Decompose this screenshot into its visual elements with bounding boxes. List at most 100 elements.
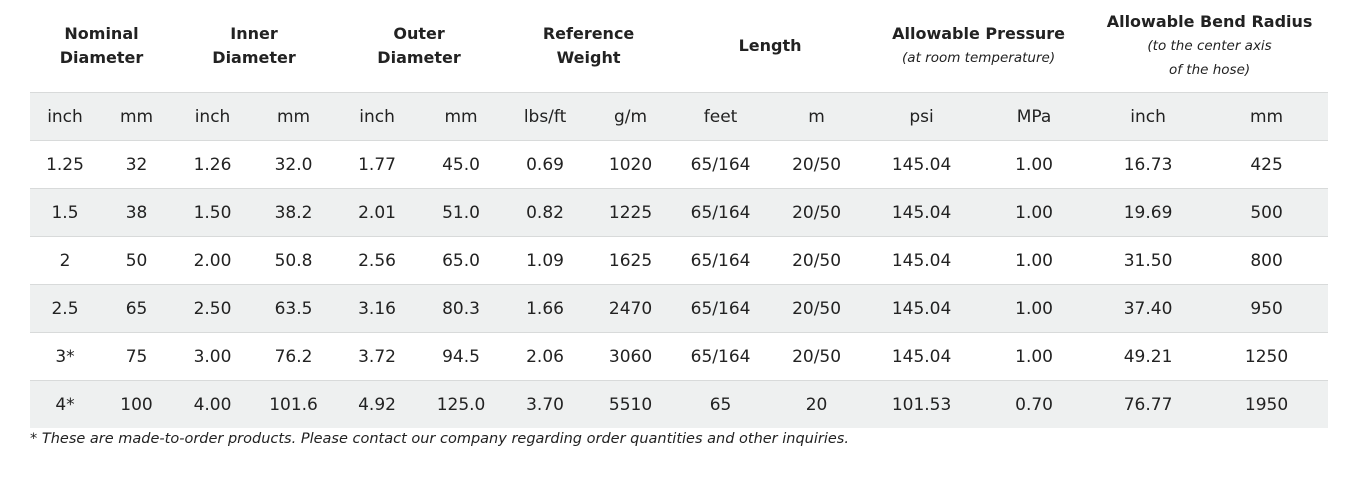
line: Length <box>738 36 802 55</box>
unit-cell: inch <box>1091 92 1206 141</box>
cell: 2.56 <box>335 236 420 285</box>
cell: 425 <box>1205 140 1329 189</box>
cell: 20/50 <box>767 140 867 189</box>
cell: 20/50 <box>767 188 867 237</box>
cell: 50 <box>100 236 174 285</box>
cell: 4* <box>30 380 100 428</box>
cell: 45.0 <box>419 140 504 189</box>
data-row: 3* 75 3.00 76.2 3.72 94.5 2.06 3060 65/164 20/50 1… <box>30 332 1329 381</box>
cell: 65/164 <box>674 140 768 189</box>
line: Weight <box>556 48 621 67</box>
cell: 3.00 <box>173 332 253 381</box>
line: Allowable Pressure <box>892 24 1066 43</box>
cell: 3.70 <box>503 380 588 428</box>
data-row: 2.5 65 2.50 63.5 3.16 80.3 1.66 2470 65/164 20/50… <box>30 284 1329 333</box>
cell: 1.26 <box>173 140 253 189</box>
group-header: Allowable Bend Radius (to the center axis… <box>1091 0 1328 93</box>
cell: 500 <box>1205 188 1329 237</box>
cell: 1.00 <box>977 332 1092 381</box>
cell: 37.40 <box>1091 284 1206 333</box>
group-header: Nominal Diameter <box>30 0 173 93</box>
note: (to the center axis <box>1147 38 1272 54</box>
unit-cell: psi <box>866 92 978 141</box>
data-row: 2 50 2.00 50.8 2.56 65.0 1.09 1625 65/164 20/50 14… <box>30 236 1329 285</box>
cell: 49.21 <box>1091 332 1206 381</box>
cell: 145.04 <box>866 332 978 381</box>
line: Diameter <box>212 48 296 67</box>
cell: 80.3 <box>419 284 504 333</box>
group-header: Allowable Pressure (at room temperature) <box>866 0 1091 93</box>
cell: 94.5 <box>419 332 504 381</box>
cell: 65/164 <box>674 284 768 333</box>
cell: 2.00 <box>173 236 253 285</box>
cell: 75 <box>100 332 174 381</box>
spec-table-wrap: Nominal Diameter Inner Diameter Outer Diamete… <box>30 0 1329 428</box>
cell: 2.01 <box>335 188 420 237</box>
cell: 1625 <box>587 236 675 285</box>
cell: 20/50 <box>767 236 867 285</box>
line: Diameter <box>377 48 461 67</box>
group-header: Length <box>674 0 866 93</box>
unit-cell: mm <box>419 92 504 141</box>
cell: 1.66 <box>503 284 588 333</box>
data-row: 1.25 32 1.26 32.0 1.77 45.0 0.69 1020 65/164 20/5… <box>30 140 1329 189</box>
cell: 1020 <box>587 140 675 189</box>
data-row: 4* 100 4.00 101.6 4.92 125.0 3.70 5510 65 20 101.5… <box>30 380 1329 428</box>
header-row: Nominal Diameter Inner Diameter Outer Diamete… <box>30 0 1328 93</box>
cell: 76.77 <box>1091 380 1206 428</box>
group-header: Inner Diameter <box>173 0 335 93</box>
cell: 100 <box>100 380 174 428</box>
cell: 2 <box>30 236 100 285</box>
note: (at room temperature) <box>902 50 1056 66</box>
cell: 4.00 <box>173 380 253 428</box>
cell: 800 <box>1205 236 1329 285</box>
unit-cell: mm <box>1205 92 1329 141</box>
line: Diameter <box>59 48 144 67</box>
line: Outer <box>393 24 445 43</box>
unit-cell: inch <box>335 92 420 141</box>
cell: 1.00 <box>977 284 1092 333</box>
cell: 20 <box>767 380 867 428</box>
cell: 0.82 <box>503 188 588 237</box>
line: Inner <box>230 24 278 43</box>
cell: 3060 <box>587 332 675 381</box>
cell: 50.8 <box>252 236 336 285</box>
footnote: * These are made-to-order products. Plea… <box>30 431 849 447</box>
cell: 1.5 <box>30 188 100 237</box>
cell: 38 <box>100 188 174 237</box>
cell: 2470 <box>587 284 675 333</box>
cell: 2.06 <box>503 332 588 381</box>
cell: 19.69 <box>1091 188 1206 237</box>
cell: 145.04 <box>866 140 978 189</box>
cell: 145.04 <box>866 236 978 285</box>
unit-cell: mm <box>252 92 336 141</box>
cell: 5510 <box>587 380 675 428</box>
line: Reference <box>542 24 635 43</box>
cell: 4.92 <box>335 380 420 428</box>
cell: 1225 <box>587 188 675 237</box>
unit-cell: m <box>767 92 867 141</box>
cell: 65 <box>100 284 174 333</box>
cell: 32 <box>100 140 174 189</box>
cell: 145.04 <box>866 284 978 333</box>
cell: 1.77 <box>335 140 420 189</box>
unit-cell: inch <box>30 92 100 141</box>
cell: 65 <box>674 380 768 428</box>
cell: 101.6 <box>252 380 336 428</box>
cell: 1.00 <box>977 236 1092 285</box>
cell: 0.69 <box>503 140 588 189</box>
cell: 3* <box>30 332 100 381</box>
spec-table: Nominal Diameter Inner Diameter Outer Diamete… <box>30 0 1329 428</box>
line: Nominal <box>64 24 139 43</box>
cell: 1.50 <box>173 188 253 237</box>
group-header: Reference Weight <box>503 0 674 93</box>
cell: 38.2 <box>252 188 336 237</box>
cell: 1.25 <box>30 140 100 189</box>
cell: 1.00 <box>977 188 1092 237</box>
note: of the hose) <box>1168 62 1251 78</box>
cell: 63.5 <box>252 284 336 333</box>
data-row: 1.5 38 1.50 38.2 2.01 51.0 0.82 1225 65/164 20/50… <box>30 188 1329 237</box>
cell: 20/50 <box>767 284 867 333</box>
cell: 51.0 <box>419 188 504 237</box>
cell: 65/164 <box>674 332 768 381</box>
